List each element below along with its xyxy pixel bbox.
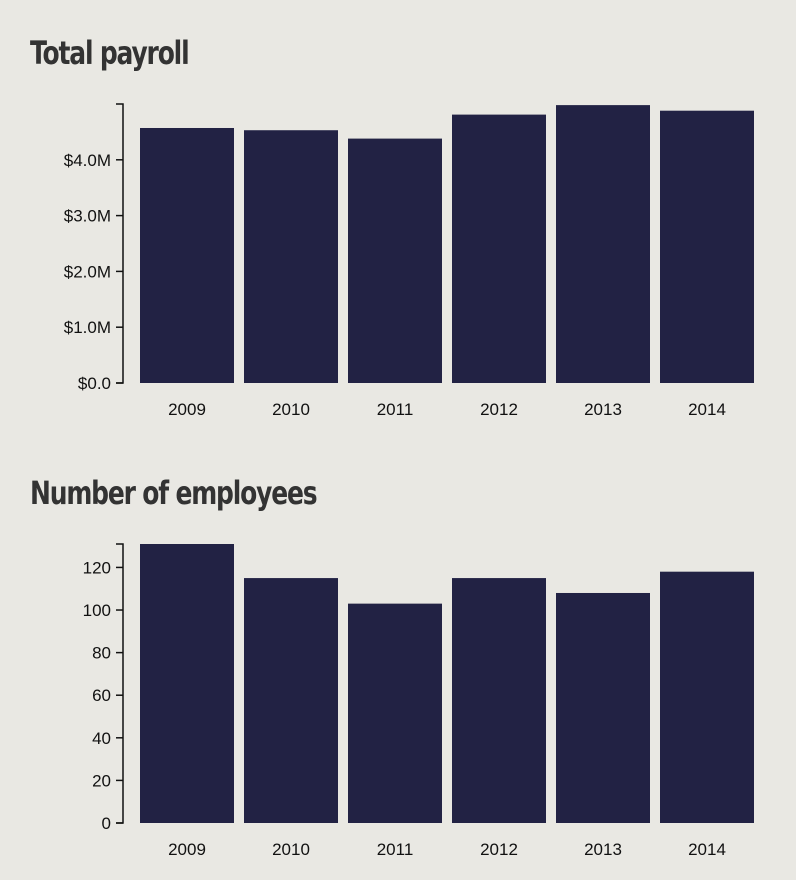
payroll-bar-2014 (660, 110, 754, 384)
employees-x-tick-label: 2012 (480, 840, 518, 859)
employees-bar-chart: 0 20 40 60 80 100 120 2009 2010 2011 2012 2013 2014 (83, 543, 754, 859)
employees-bar-2014 (660, 571, 754, 823)
payroll-y-tick-label: $0.0 (78, 374, 111, 393)
employees-bar-2011 (348, 603, 442, 823)
employees-y-tick-label: 100 (83, 601, 111, 620)
employees-y-tick-label: 20 (92, 771, 111, 790)
employees-y-tick-label: 0 (102, 814, 111, 833)
payroll-x-tick-label: 2010 (272, 400, 310, 419)
payroll-x-tick-label: 2012 (480, 400, 518, 419)
employees-y-tick-label: 60 (92, 686, 111, 705)
employees-x-tick-label: 2013 (584, 840, 622, 859)
payroll-chart-title: Total payroll (30, 34, 190, 72)
employees-bar-2009 (140, 544, 234, 823)
employees-y-tick-label: 40 (92, 729, 111, 748)
payroll-bar-2012 (452, 114, 546, 384)
employees-x-tick-label: 2009 (168, 840, 206, 859)
payroll-y-tick-label: $2.0M (64, 262, 111, 281)
payroll-y-tick-label: $1.0M (64, 318, 111, 337)
payroll-bar-chart: $0.0 $1.0M $2.0M $3.0M $4.0M 2009 2010 2011 2012… (64, 103, 754, 419)
payroll-y-tick-label: $3.0M (64, 207, 111, 226)
employees-x-tick-label: 2014 (688, 840, 726, 859)
employees-y-tick-label: 80 (92, 644, 111, 663)
payroll-bar-2011 (348, 138, 442, 383)
payroll-bar-2010 (244, 130, 338, 383)
payroll-bar-2013 (556, 105, 650, 383)
employees-x-tick-label: 2011 (377, 840, 414, 859)
payroll-x-tick-label: 2011 (377, 400, 414, 419)
payroll-x-tick-label: 2013 (584, 400, 622, 419)
employees-y-tick-label: 120 (83, 558, 111, 577)
employees-x-tick-label: 2010 (272, 840, 310, 859)
employees-chart-title: Number of employees (30, 474, 318, 512)
employees-bar-2012 (452, 578, 546, 823)
payroll-x-tick-label: 2014 (688, 400, 726, 419)
employees-bar-2010 (244, 578, 338, 823)
employees-bar-2013 (556, 592, 650, 823)
payroll-x-tick-label: 2009 (168, 400, 206, 419)
payroll-y-axis (116, 103, 124, 384)
payroll-y-tick-label: $4.0M (64, 151, 111, 170)
payroll-bar-2009 (140, 127, 234, 383)
